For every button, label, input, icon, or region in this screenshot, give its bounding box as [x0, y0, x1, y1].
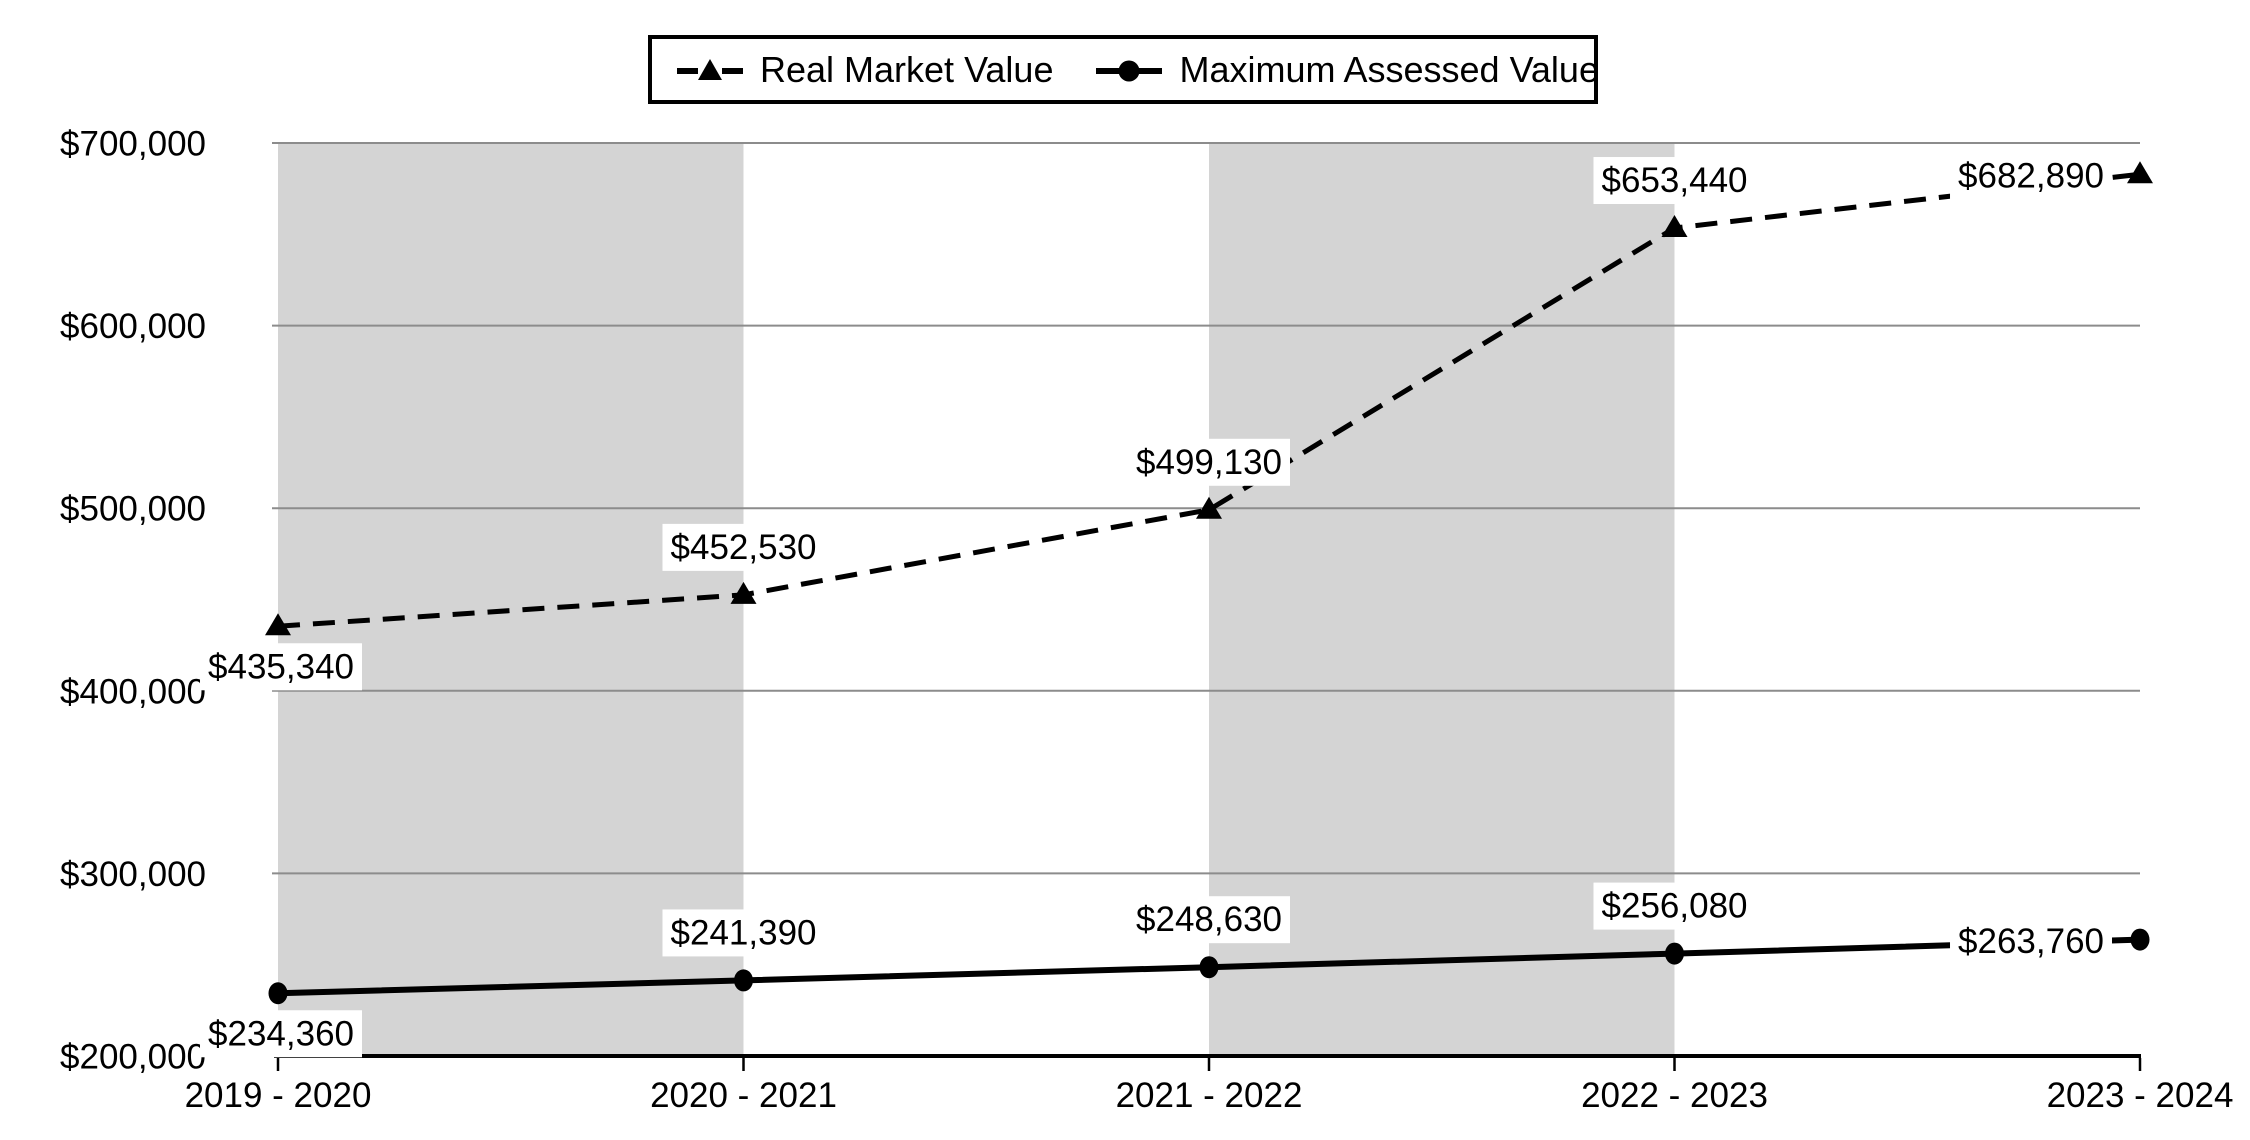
marker-circle-icon: [1199, 956, 1219, 979]
data-label-text: $241,390: [671, 913, 817, 952]
data-label: $234,360: [200, 1010, 362, 1058]
data-label-text: $682,890: [1958, 157, 2104, 196]
data-label-text: $653,440: [1602, 161, 1748, 200]
data-label-text: $499,130: [1136, 443, 1282, 482]
solid-line-circle-marker-icon: [1096, 60, 1163, 81]
data-label: $435,340: [200, 643, 362, 691]
legend-label-maximum-assessed-value: Maximum Assessed Value: [1179, 48, 1599, 90]
data-label-text: $452,530: [671, 528, 817, 567]
data-label: $241,390: [662, 909, 825, 957]
data-label-box: [662, 909, 825, 957]
x-axis-label: 2021 - 2022: [1116, 1076, 1303, 1115]
data-label-text: $234,360: [208, 1014, 354, 1053]
y-axis-label: $300,000: [60, 855, 206, 894]
data-label-box: [200, 1010, 362, 1058]
data-label: $499,130: [1128, 438, 1290, 486]
data-label: $248,630: [1128, 896, 1290, 944]
marker-triangle-icon: [1196, 496, 1222, 519]
y-axis-label: $700,000: [60, 125, 206, 164]
data-label-box: [200, 643, 362, 691]
y-axis-label: $400,000: [60, 672, 206, 711]
data-label-box: [1128, 438, 1290, 486]
data-label-box: [1593, 882, 1756, 930]
marker-triangle-icon: [730, 581, 757, 604]
legend-item-maximum-assessed-value: Maximum Assessed Value: [1096, 49, 1599, 91]
data-label-text: $263,760: [1958, 922, 2104, 961]
data-label-text: $256,080: [1602, 887, 1748, 926]
data-label-box: [1593, 157, 1756, 205]
marker-circle-icon: [734, 969, 753, 992]
marker-triangle-icon: [2127, 161, 2153, 184]
data-label: $682,890: [1950, 152, 2112, 200]
data-label: $653,440: [1593, 157, 1756, 205]
x-axis-label: 2020 - 2021: [650, 1076, 837, 1115]
marker-circle-icon: [2130, 928, 2150, 951]
dashed-line-triangle-marker-icon: [677, 58, 743, 80]
data-label-box: [1128, 896, 1290, 944]
x-axis-label: 2022 - 2023: [1581, 1076, 1768, 1115]
data-label-text: $435,340: [208, 647, 354, 686]
x-axis-label: 2019 - 2020: [185, 1076, 372, 1115]
data-label-box: [1950, 152, 2112, 200]
legend-label-real-market-value: Real Market Value: [760, 48, 1054, 90]
y-axis-label: $200,000: [60, 1038, 206, 1077]
marker-triangle-icon: [265, 613, 291, 636]
data-label-text: $248,630: [1136, 900, 1282, 939]
data-label-box: [1950, 918, 2112, 966]
x-axis-label: 2023 - 2024: [2047, 1076, 2234, 1115]
marker-circle-icon: [1665, 942, 1684, 965]
data-label: $263,760: [1950, 918, 2112, 966]
legend: Real Market Value Maximum Assessed Value: [648, 35, 1599, 104]
y-axis-label: $600,000: [60, 307, 206, 346]
data-label-box: [662, 523, 825, 571]
data-label: $452,530: [662, 523, 825, 571]
legend-item-real-market-value: Real Market Value: [677, 49, 1053, 91]
marker-triangle-icon: [1661, 215, 1688, 238]
y-axis-label: $500,000: [60, 490, 206, 529]
data-label: $256,080: [1593, 882, 1756, 930]
marker-circle-icon: [268, 982, 288, 1005]
